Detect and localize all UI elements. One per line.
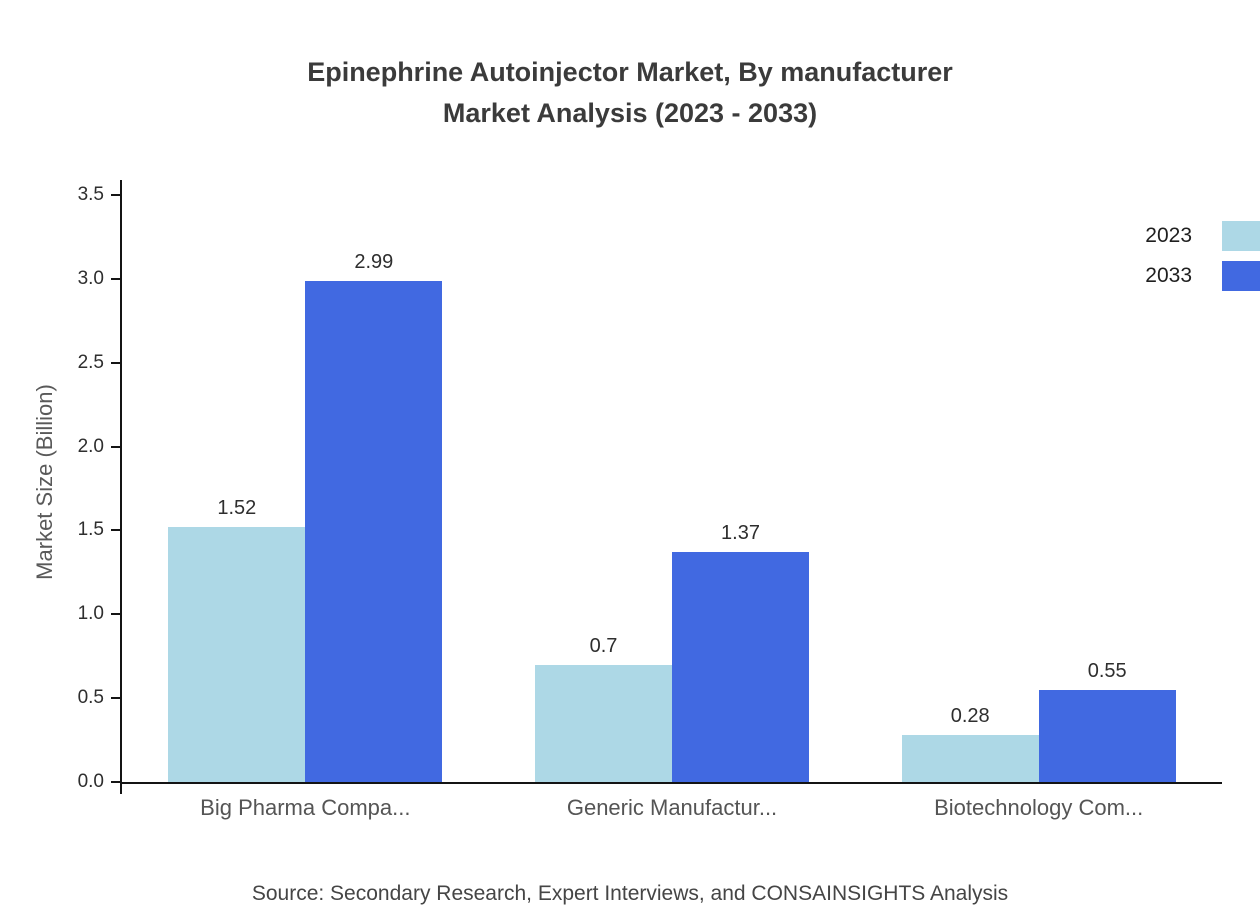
y-tick-mark: [111, 697, 120, 700]
chart-title-line1: Epinephrine Autoinjector Market, By manu…: [307, 57, 953, 87]
y-tick-label: 2.0: [77, 435, 104, 457]
bar-2033: [305, 280, 443, 782]
y-tick-label: 0.5: [77, 687, 104, 709]
bar-column-2033: 1.37: [672, 522, 809, 782]
legend-item-2023: 2023: [1145, 221, 1260, 251]
bar-groups: 1.52 2.99 Big Pharma Compa... 0.7 1.37 Generi…: [122, 180, 1222, 820]
legend-swatch: [1222, 261, 1260, 291]
bar-value-label: 1.37: [721, 522, 760, 545]
bar-column-2023: 1.52: [168, 497, 306, 782]
bar-value-label: 0.55: [1087, 659, 1127, 682]
bar-pair: 1.52 2.99: [122, 180, 489, 782]
bar-value-label: 0.28: [950, 705, 990, 728]
bar-value-label: 0.7: [589, 634, 618, 657]
y-tick-mark: [111, 361, 120, 364]
bar-group: 0.7 1.37 Generic Manufactur...: [489, 180, 856, 820]
y-tick-mark: [111, 445, 120, 448]
bar-column-2033: 2.99: [305, 250, 443, 782]
bar-2023: [901, 735, 1039, 782]
x-category-label: Generic Manufactur...: [566, 795, 778, 820]
bar-pair: 0.28 0.55: [855, 180, 1222, 782]
y-tick-label: 1.5: [77, 519, 104, 541]
y-tick-mark: [111, 194, 120, 196]
y-tick-label: 1.0: [77, 603, 104, 625]
legend-label: 2023: [1145, 224, 1192, 247]
bar-value-label: 2.99: [354, 250, 394, 273]
x-axis-left-tick: [120, 782, 122, 794]
y-tick-label: 3.0: [77, 267, 104, 289]
y-tick-mark: [111, 613, 120, 616]
bar-pair: 0.7 1.37: [489, 180, 856, 782]
source-note: Source: Secondary Research, Expert Inter…: [251, 882, 1009, 905]
plot-area: 0.0 0.5 1.0 1.5 2.0 2.5 3.0 3.5 1.52 2.99 Big Pha…: [78, 180, 1222, 820]
bar-2023: [168, 527, 306, 782]
bar-group: 1.52 2.99 Big Pharma Compa...: [122, 180, 489, 820]
bar-value-label: 1.52: [217, 497, 257, 520]
y-tick-mark: [111, 277, 120, 280]
bar-2033: [672, 552, 809, 782]
y-tick-label: 3.5: [77, 184, 104, 205]
legend: 2023 2033: [1145, 221, 1260, 291]
legend-item-2033: 2033: [1145, 261, 1260, 291]
x-category-label: Big Pharma Compa...: [200, 795, 411, 820]
bar-column-2033: 0.55: [1038, 659, 1176, 782]
bar-2033: [1038, 689, 1176, 782]
y-tick-mark: [111, 781, 120, 783]
chart-title-line2: Market Analysis (2023 - 2033): [442, 98, 818, 128]
bar-2023: [535, 664, 672, 782]
legend-label: 2033: [1145, 264, 1192, 287]
bar-group: 0.28 0.55 Biotechnology Com...: [855, 180, 1222, 820]
y-tick-mark: [111, 529, 120, 532]
bar-column-2023: 0.28: [901, 705, 1039, 782]
legend-swatch: [1222, 221, 1260, 251]
y-tick-label: 0.0: [77, 771, 104, 792]
y-tick-label: 2.5: [77, 351, 104, 373]
chart-title: Epinephrine Autoinjector Market, By manu…: [0, 52, 1260, 134]
bar-column-2023: 0.7: [535, 635, 672, 782]
x-category-label: Biotechnology Com...: [934, 795, 1144, 820]
